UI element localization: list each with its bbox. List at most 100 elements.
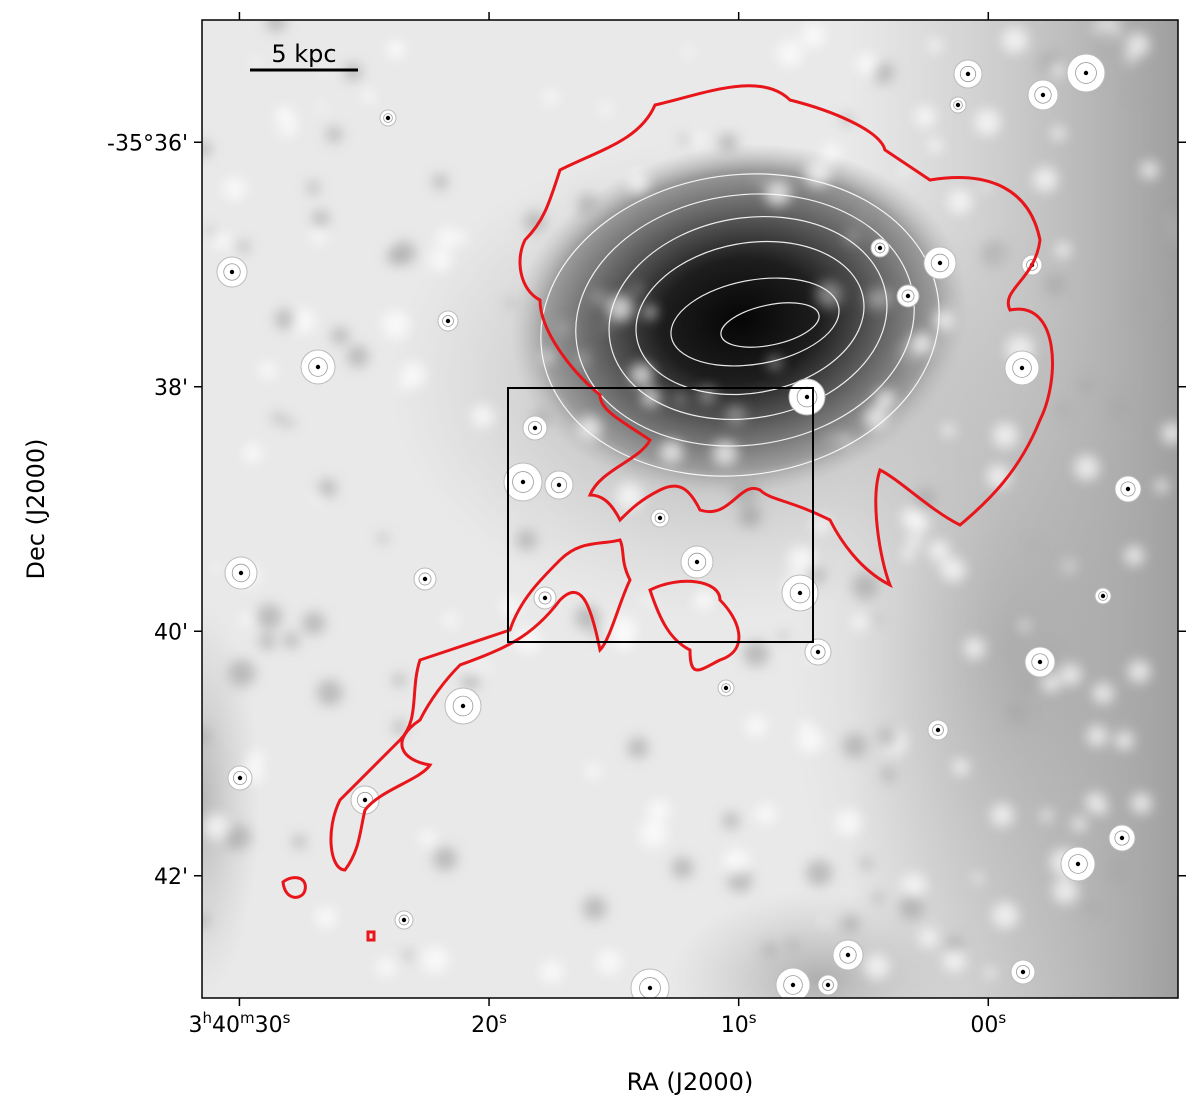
noise-blob bbox=[1059, 663, 1082, 686]
noise-blob bbox=[1120, 698, 1133, 711]
star-core bbox=[229, 269, 235, 275]
star-ring bbox=[959, 65, 977, 83]
noise-blob bbox=[671, 857, 694, 879]
noise-blob bbox=[860, 858, 873, 870]
noise-blob bbox=[992, 902, 1019, 929]
noise-blob bbox=[292, 835, 306, 849]
noise-blob bbox=[1001, 26, 1028, 54]
star-core bbox=[694, 559, 700, 565]
noise-blob bbox=[881, 767, 896, 782]
noise-blob bbox=[799, 720, 812, 732]
noise-blob bbox=[1051, 63, 1065, 77]
noise-blob bbox=[659, 440, 684, 464]
noise-blob bbox=[443, 612, 459, 628]
star-core bbox=[937, 260, 943, 266]
noise-blob bbox=[393, 46, 405, 58]
noise-blob bbox=[943, 949, 966, 972]
noise-blob bbox=[1060, 561, 1073, 573]
noise-blob bbox=[386, 248, 404, 266]
noise-blob bbox=[906, 533, 922, 549]
noise-blob bbox=[1005, 700, 1030, 725]
star-ring bbox=[383, 113, 393, 123]
noise-blob bbox=[755, 803, 776, 825]
noise-blob bbox=[946, 936, 964, 954]
noise-blob bbox=[507, 298, 517, 309]
x-tick-label: 10s bbox=[721, 1009, 757, 1038]
noise-blob bbox=[675, 393, 687, 405]
noise-blob bbox=[974, 109, 1001, 136]
noise-blob bbox=[840, 434, 851, 445]
noise-blob bbox=[1092, 682, 1114, 704]
noise-blob bbox=[429, 248, 452, 272]
noise-blob bbox=[432, 174, 448, 190]
noise-blob bbox=[875, 389, 896, 410]
noise-blob bbox=[972, 873, 983, 884]
star-ring bbox=[654, 512, 666, 524]
star-core bbox=[315, 364, 321, 370]
noise-blob bbox=[276, 106, 293, 123]
star-core bbox=[520, 479, 526, 485]
noise-blob bbox=[1019, 620, 1030, 631]
noise-blob bbox=[992, 422, 1018, 449]
noise-blob bbox=[899, 895, 925, 921]
noise-blob bbox=[1125, 52, 1137, 64]
noise-blob bbox=[240, 613, 253, 627]
star-core bbox=[362, 797, 368, 803]
star-core bbox=[532, 425, 538, 431]
star-core bbox=[445, 318, 451, 324]
noise-blob bbox=[952, 758, 970, 776]
star-ring bbox=[308, 357, 328, 377]
star-core bbox=[797, 590, 803, 596]
noise-blob bbox=[1112, 690, 1124, 702]
plot-frame bbox=[201, 19, 1179, 999]
noise-blob bbox=[753, 171, 766, 185]
star-ring bbox=[783, 975, 803, 995]
star-core bbox=[1125, 486, 1131, 492]
star-core bbox=[1119, 835, 1125, 841]
noise-blob bbox=[982, 241, 1009, 268]
star-ring bbox=[639, 977, 661, 998]
noise-blob bbox=[433, 846, 458, 871]
noise-blob bbox=[326, 126, 343, 143]
noise-blob bbox=[266, 20, 287, 32]
noise-blob bbox=[202, 813, 230, 841]
noise-blob bbox=[1107, 396, 1131, 420]
star-core bbox=[1019, 365, 1025, 371]
star-ring bbox=[874, 242, 886, 254]
star-core bbox=[238, 570, 244, 576]
noise-blob bbox=[941, 557, 966, 582]
noise-blob bbox=[540, 960, 564, 984]
radio-contour bbox=[329, 538, 741, 872]
noise-blob bbox=[1051, 126, 1066, 141]
noise-blob bbox=[901, 872, 926, 898]
y-tick-label: -35°36' bbox=[107, 131, 188, 156]
star-ring bbox=[810, 644, 826, 660]
zoom-box bbox=[507, 387, 814, 643]
noise-blob bbox=[1127, 85, 1139, 97]
noise-blob bbox=[222, 177, 246, 201]
noise-blob bbox=[312, 210, 329, 227]
noise-blob bbox=[738, 504, 762, 528]
star-ring bbox=[528, 420, 543, 435]
noise-blob bbox=[779, 631, 788, 641]
star-ring bbox=[452, 695, 474, 717]
star-ring bbox=[1098, 591, 1108, 601]
noise-blob bbox=[765, 180, 791, 206]
noise-blob bbox=[306, 181, 320, 195]
noise-blob bbox=[346, 345, 369, 368]
noise-blob bbox=[316, 102, 326, 112]
star-ring bbox=[721, 683, 731, 693]
noise-blob bbox=[283, 632, 300, 649]
noise-blob bbox=[1056, 403, 1070, 416]
noise-blob bbox=[1132, 290, 1160, 319]
star-ring bbox=[231, 563, 251, 583]
noise-blob bbox=[683, 46, 694, 58]
noise-blob bbox=[1130, 792, 1152, 814]
noise-blob bbox=[899, 165, 910, 177]
star bbox=[630, 968, 670, 998]
noise-blob bbox=[606, 295, 634, 322]
noise-blob bbox=[1043, 273, 1066, 296]
noise-blob bbox=[980, 182, 991, 193]
noise-blob bbox=[272, 412, 284, 424]
noise-blob bbox=[629, 363, 654, 387]
